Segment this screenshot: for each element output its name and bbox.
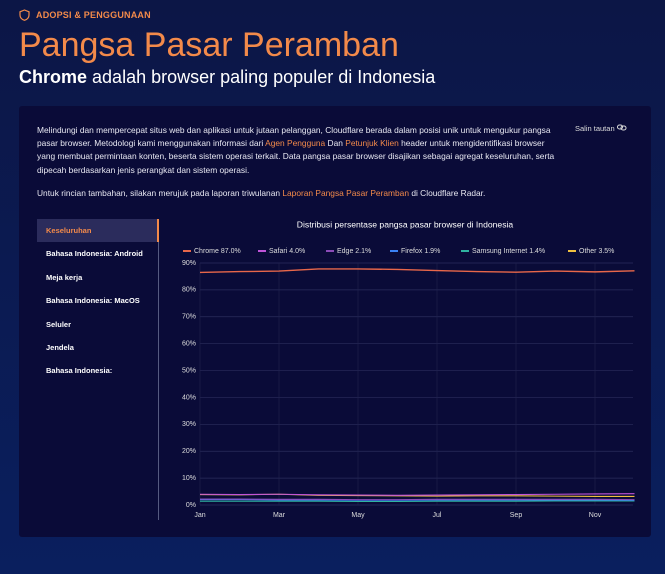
x-tick-label: Nov (589, 512, 602, 519)
link[interactable]: Laporan Pangsa Pasar Peramban (282, 188, 409, 198)
legend-label: Edge 2.1% (337, 248, 371, 255)
y-tick-label: 90% (182, 260, 196, 267)
text: header untuk mengidentifikasi browser ya… (37, 138, 555, 175)
y-tick-label: 40% (182, 394, 196, 401)
subtitle-text: adalah browser paling populer di Indones… (92, 67, 436, 87)
series-line (200, 500, 635, 503)
link-icon (616, 124, 627, 131)
subtitle: Chrome adalah browser paling populer di … (19, 67, 435, 88)
card: Melindungi dan mempercepat situs web dan… (19, 106, 651, 537)
text: Melindungi dan mempercepat situs web dan… (37, 125, 551, 149)
legend-label: Safari 4.0% (269, 248, 305, 255)
copy-link-text[interactable]: Salin tautan (575, 124, 615, 133)
x-tick-label: Jul (433, 512, 442, 519)
menu-item[interactable]: Bahasa Indonesia: (46, 366, 113, 376)
link[interactable]: Agen Pengguna (265, 138, 326, 149)
text: Untuk rincian tambahan, silakan merujuk … (37, 188, 281, 198)
series-line (200, 498, 635, 501)
link[interactable]: Petunjuk Klien (345, 138, 399, 149)
paragraph: Melindungi dan mempercepat situs web dan… (37, 124, 557, 177)
legend-label: Firefox 1.9% (401, 248, 440, 255)
x-tick-label: Sep (510, 512, 523, 519)
series-line (199, 268, 635, 274)
y-tick-label: 0% (186, 502, 196, 509)
menu-item[interactable]: Seluler (46, 319, 72, 329)
legend-label: Samsung Internet 1.4% (472, 248, 545, 255)
y-tick-label: 20% (182, 448, 196, 455)
x-tick-label: Jan (194, 512, 205, 519)
shield-icon (19, 9, 30, 21)
text: di Cloudflare Radar. (411, 188, 486, 198)
legend-label: Other 3.5% (579, 248, 614, 255)
menu-item[interactable]: Keseluruhan (37, 219, 159, 243)
legend-label: Chrome 87.0% (194, 248, 241, 255)
y-tick-label: 50% (182, 367, 196, 374)
menu-item[interactable]: Bahasa Indonesia: Android (46, 249, 143, 259)
x-tick-label: May (351, 512, 365, 519)
series-line (199, 493, 635, 496)
paragraph: Untuk rincian tambahan, silakan merujuk … (37, 187, 557, 200)
chart-title: Distribusi persentase pangsa pasar brows… (297, 219, 514, 229)
y-tick-label: 70% (182, 314, 196, 321)
y-tick-label: 30% (182, 421, 196, 428)
eyebrow: ADOPSI & PENGGUNAAN (36, 10, 151, 20)
menu-item[interactable]: Meja kerja (46, 272, 83, 282)
x-tick-label: Mar (273, 512, 286, 519)
y-tick-label: 80% (182, 287, 196, 294)
page-title: Pangsa Pasar Peramban (19, 26, 399, 64)
subtitle-bold: Chrome (19, 67, 88, 87)
menu-item[interactable]: Jendela (46, 342, 74, 352)
y-tick-label: 60% (182, 341, 196, 348)
text: Dan (327, 138, 343, 149)
menu-item[interactable]: Bahasa Indonesia: MacOS (46, 296, 140, 306)
y-tick-label: 10% (182, 475, 196, 482)
copy-link[interactable]: Salin tautan (575, 124, 627, 133)
menu: Keseluruhan Bahasa Indonesia: Android Meja… (37, 219, 159, 520)
chart: Distribusi persentase pangsa pasar brows… (182, 219, 635, 519)
